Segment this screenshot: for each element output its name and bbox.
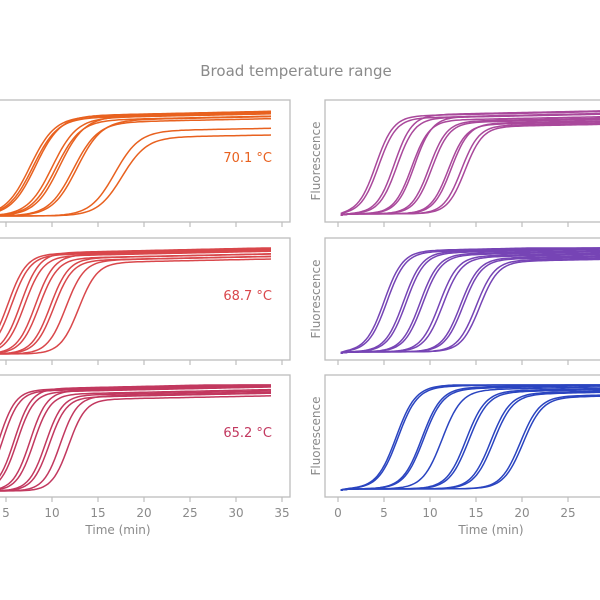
amplification-curve bbox=[0, 127, 272, 217]
amplification-curve bbox=[0, 385, 272, 490]
x-tick-label: 10 bbox=[44, 506, 59, 520]
amplification-curve bbox=[0, 395, 272, 492]
panel-frame bbox=[324, 237, 600, 361]
amplification-curve bbox=[0, 247, 271, 346]
amplification-curve bbox=[340, 253, 600, 354]
y-axis-label: Fluorescence bbox=[309, 396, 323, 475]
amplification-curve bbox=[340, 248, 600, 354]
temperature-label: 68.7 °C bbox=[223, 289, 272, 304]
amplification-curve bbox=[0, 115, 272, 216]
amplification-curve bbox=[0, 250, 271, 349]
x-tick-label: 20 bbox=[136, 506, 151, 520]
panel-top-left: 70.1 °C bbox=[0, 99, 291, 227]
amplification-curve bbox=[0, 249, 271, 353]
temperature-label: 70.1 °C bbox=[223, 151, 272, 166]
amplification-curve bbox=[0, 388, 271, 491]
x-tick-label: 15 bbox=[90, 506, 105, 520]
y-axis-label: Fluorescence bbox=[309, 259, 323, 338]
panel-frame bbox=[0, 374, 291, 498]
panel-frame bbox=[0, 99, 291, 223]
amplification-curve bbox=[0, 390, 272, 492]
amplification-curve bbox=[340, 384, 600, 491]
x-tick-label: 20 bbox=[514, 506, 529, 520]
amplification-curve bbox=[340, 395, 600, 491]
amplification-curve bbox=[0, 247, 271, 327]
amplification-curve bbox=[340, 252, 600, 354]
amplification-curve bbox=[0, 384, 271, 477]
x-tick-label: 25 bbox=[182, 506, 197, 520]
x-axis-label-left: Time (min) bbox=[84, 523, 150, 537]
panel-bottom-right: 051015202530Fluorescence bbox=[309, 374, 600, 520]
amplification-curve bbox=[340, 250, 600, 354]
chart-title: Broad temperature range bbox=[200, 62, 391, 80]
amplification-curve bbox=[0, 110, 271, 212]
amplification-curve bbox=[340, 258, 600, 354]
amplification-curve bbox=[340, 118, 600, 216]
x-tick-label: 5 bbox=[380, 506, 388, 520]
amplification-curve bbox=[340, 256, 600, 354]
amplification-curve bbox=[340, 247, 600, 354]
amplification-curve bbox=[340, 116, 600, 216]
panel-frame bbox=[0, 237, 291, 361]
amplification-curve bbox=[0, 115, 271, 217]
panel-mid-right: Fluorescence bbox=[309, 237, 600, 365]
amplification-curve bbox=[340, 249, 600, 354]
x-tick-label: 0 bbox=[334, 506, 342, 520]
amplification-curve bbox=[0, 391, 272, 492]
amplification-curve bbox=[0, 112, 271, 217]
x-axis-label-right: Time (min) bbox=[457, 523, 523, 537]
x-tick-label: 5 bbox=[2, 506, 10, 520]
amplification-curve bbox=[340, 123, 600, 216]
amplification-curve bbox=[340, 247, 600, 354]
amplification-curve bbox=[340, 255, 600, 354]
temperature-label: 65.2 °C bbox=[223, 426, 272, 441]
panel-frame bbox=[324, 99, 600, 223]
amplification-curve bbox=[0, 134, 272, 217]
x-tick-label: 15 bbox=[468, 506, 483, 520]
amplification-curve bbox=[340, 110, 600, 216]
panel-top-right: Fluorescence bbox=[309, 99, 600, 227]
amplification-curve bbox=[340, 257, 600, 354]
panel-mid-left: 68.7 °C bbox=[0, 237, 291, 365]
amplification-curve bbox=[340, 120, 600, 216]
amplification-curve bbox=[0, 386, 271, 481]
amplification-curve bbox=[340, 247, 600, 354]
amplification-curve bbox=[0, 117, 272, 217]
amplification-curve bbox=[0, 258, 272, 355]
x-tick-label: 25 bbox=[560, 506, 575, 520]
amplification-curve bbox=[0, 392, 272, 492]
panel-frame bbox=[324, 374, 600, 498]
panel-bottom-left: 0510152025303565.2 °C bbox=[0, 374, 291, 520]
y-axis-label: Fluorescence bbox=[309, 121, 323, 200]
x-tick-label: 30 bbox=[228, 506, 243, 520]
x-tick-label: 35 bbox=[274, 506, 289, 520]
amplification-curve bbox=[340, 112, 600, 216]
x-tick-label: 10 bbox=[422, 506, 437, 520]
